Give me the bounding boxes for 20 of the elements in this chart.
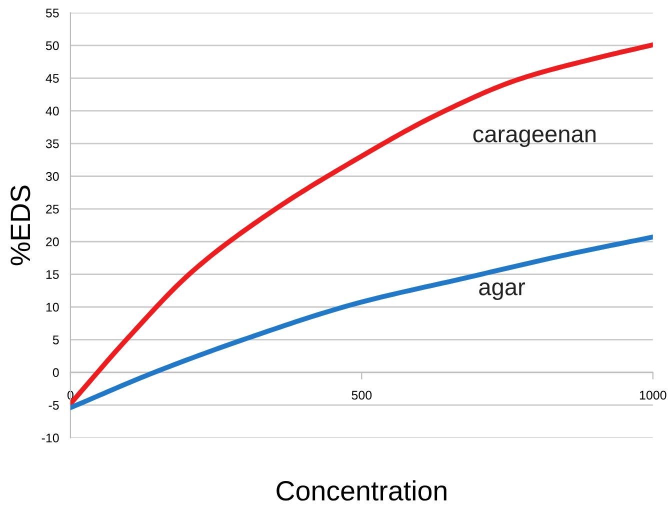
x-tick-label: 500: [352, 390, 372, 400]
y-tick-label: -10: [42, 434, 59, 442]
annotation: agar: [479, 282, 526, 300]
y-tick-label: 20: [46, 237, 59, 246]
y-axis-title: %EDS: [10, 186, 30, 266]
y-tick-label: 45: [46, 74, 59, 83]
y-tick-label: 25: [46, 204, 59, 214]
y-tick-label: 0: [52, 368, 59, 378]
y-tick-label: 10: [46, 302, 59, 312]
y-tick-label: 55: [46, 8, 59, 18]
x-axis-title: Concentration: [276, 480, 446, 501]
y-tick-label: 30: [46, 172, 59, 181]
y-tick-label: 40: [46, 106, 59, 116]
y-tick-label: 35: [46, 139, 59, 148]
y-tick-label: 50: [46, 41, 59, 50]
annotation: carageenan: [473, 129, 596, 148]
x-tick-label: 1000: [640, 390, 666, 400]
y-tick-label: -5: [48, 401, 59, 410]
y-tick-label: 5: [52, 336, 59, 344]
y-tick-label: 15: [46, 270, 59, 279]
